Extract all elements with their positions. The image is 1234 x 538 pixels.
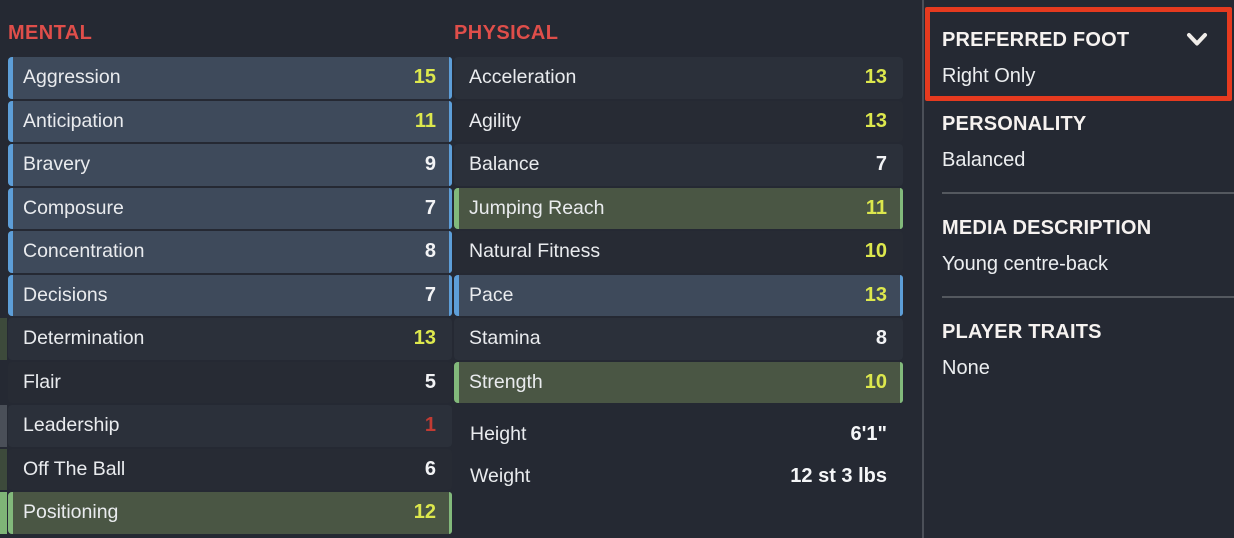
attribute-label: Acceleration: [469, 66, 577, 89]
attribute-row: Leadership 1: [8, 405, 452, 447]
info-row: Height 6'1": [454, 414, 903, 454]
attribute-value: 13: [864, 66, 887, 89]
attribute-value: 12: [413, 501, 436, 524]
mental-section-header: MENTAL: [8, 22, 93, 44]
attribute-value: 13: [864, 283, 887, 306]
physical-info-list: Height 6'1" Weight 12 st 3 lbs: [454, 414, 903, 498]
info-row: Weight 12 st 3 lbs: [454, 456, 903, 496]
attribute-value: 8: [875, 327, 887, 350]
info-label: Weight: [470, 464, 531, 487]
panel-section-value: Balanced: [942, 149, 1026, 171]
attribute-label: Flair: [23, 370, 61, 393]
attribute-value: 7: [875, 153, 887, 176]
attribute-value: 6: [424, 457, 436, 480]
attribute-row: Flair 5: [8, 361, 452, 403]
attribute-label: Agility: [469, 109, 522, 132]
attribute-row: Jumping Reach 11: [454, 187, 903, 229]
info-value: 12 st 3 lbs: [790, 464, 887, 487]
attribute-label: Determination: [23, 327, 145, 350]
attribute-value: 15: [413, 66, 436, 89]
attribute-value: 11: [414, 109, 436, 132]
attribute-label: Stamina: [469, 327, 541, 350]
attribute-row: Anticipation 11: [8, 100, 452, 142]
attribute-value: 7: [424, 283, 436, 306]
attribute-label: Composure: [23, 196, 124, 219]
attribute-label: Concentration: [23, 240, 145, 263]
panel-section-label: PLAYER TRAITS: [942, 321, 1102, 343]
panel-divider: [922, 0, 924, 538]
attribute-row: Balance 7: [454, 144, 903, 186]
mental-attributes-list: Aggression 15 Anticipation 11 Bravery 9 …: [8, 57, 452, 534]
attribute-row: Pace 13: [454, 274, 903, 316]
attribute-row: Off The Ball 6: [8, 448, 452, 490]
attribute-row: Positioning 12: [8, 492, 452, 534]
attribute-row: Determination 13: [8, 318, 452, 360]
attribute-label: Strength: [469, 370, 543, 393]
attribute-row: Acceleration 13: [454, 57, 903, 99]
panel-section-value: None: [942, 357, 990, 379]
physical-attributes-column: PHYSICAL Acceleration 13 Agility 13 Bala…: [454, 22, 903, 405]
panel-section[interactable]: PREFERRED FOOT Right Only: [942, 26, 1234, 90]
panel-section[interactable]: PLAYER TRAITS None: [942, 318, 1234, 382]
panel-section-value: Young centre-back: [942, 253, 1109, 275]
attribute-label: Natural Fitness: [469, 240, 601, 263]
attribute-value: 1: [424, 414, 436, 437]
attribute-value: 13: [864, 109, 887, 132]
attribute-row: Strength 10: [454, 361, 903, 403]
cropped-column-stripe: [0, 492, 7, 534]
attribute-value: 8: [424, 240, 436, 263]
attribute-row: Agility 13: [454, 100, 903, 142]
cropped-column-stripe: [0, 405, 7, 447]
panel-section-label: PREFERRED FOOT: [942, 29, 1130, 51]
attribute-label: Balance: [469, 153, 540, 176]
attribute-value: 11: [865, 196, 887, 219]
physical-attributes-list: Acceleration 13 Agility 13 Balance 7 Jum…: [454, 57, 903, 403]
physical-section-header: PHYSICAL: [454, 22, 559, 44]
panel-section[interactable]: PERSONALITY Balanced: [942, 110, 1234, 194]
attribute-value: 9: [424, 153, 436, 176]
info-label: Height: [470, 422, 527, 445]
panel-section-label: PERSONALITY: [942, 113, 1087, 135]
attribute-row: Natural Fitness 10: [454, 231, 903, 273]
attribute-row: Concentration 8: [8, 231, 452, 273]
attribute-row: Composure 7: [8, 187, 452, 229]
panel-section[interactable]: MEDIA DESCRIPTION Young centre-back: [942, 214, 1234, 298]
attribute-value: 5: [424, 370, 436, 393]
cropped-column-stripe: [0, 318, 7, 360]
attribute-value: 7: [424, 196, 436, 219]
attribute-value: 10: [864, 370, 887, 393]
attribute-row: Aggression 15: [8, 57, 452, 99]
mental-attributes-column: MENTAL Aggression 15 Anticipation 11 Bra…: [8, 22, 452, 536]
attribute-row: Bravery 9: [8, 144, 452, 186]
attribute-row: Stamina 8: [454, 318, 903, 360]
panel-section-value: Right Only: [942, 65, 1036, 87]
attribute-label: Bravery: [23, 153, 91, 176]
attribute-value: 10: [864, 240, 887, 263]
player-details-panel: PREFERRED FOOT Right Only PERSONALITY Ba…: [924, 0, 1234, 538]
attribute-value: 13: [413, 327, 436, 350]
attribute-label: Jumping Reach: [469, 196, 605, 219]
attribute-label: Aggression: [23, 66, 121, 89]
panel-section-label: MEDIA DESCRIPTION: [942, 217, 1152, 239]
cropped-column-stripe: [0, 448, 7, 490]
attribute-label: Decisions: [23, 283, 108, 306]
info-value: 6'1": [850, 422, 887, 445]
attribute-label: Pace: [469, 283, 514, 306]
attribute-label: Leadership: [23, 414, 120, 437]
attribute-label: Off The Ball: [23, 457, 126, 480]
attribute-label: Anticipation: [23, 109, 124, 132]
chevron-down-icon[interactable]: [1186, 32, 1208, 53]
attribute-label: Positioning: [23, 501, 119, 524]
attribute-row: Decisions 7: [8, 274, 452, 316]
